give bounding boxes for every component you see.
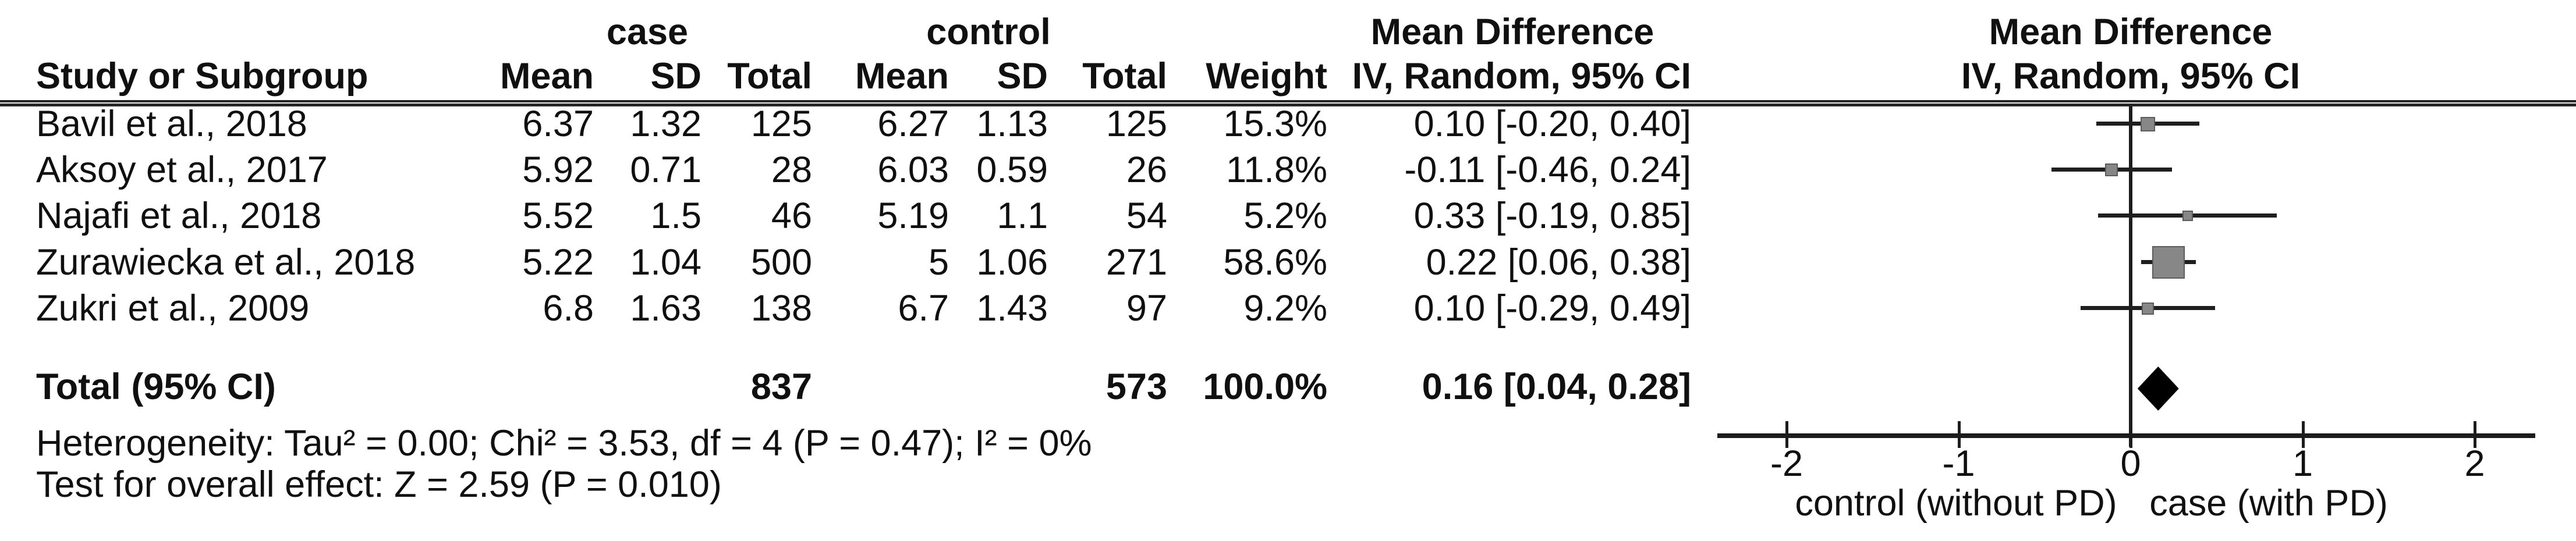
case-total: 138	[750, 288, 812, 329]
case-total: 125	[750, 104, 812, 144]
control-mean: 6.03	[877, 150, 949, 190]
table-effect-header: Mean Difference	[1370, 12, 1654, 52]
axis-tick	[2474, 421, 2476, 448]
study-name: Zurawiecka et al., 2018	[36, 242, 416, 283]
case-total: 28	[771, 150, 812, 190]
control-sd: 1.13	[976, 104, 1048, 144]
axis-tick	[2129, 421, 2132, 448]
axis-tick	[1785, 421, 1788, 448]
total-control-total: 573	[1105, 366, 1167, 407]
weight: 5.2%	[1243, 195, 1327, 236]
control-total: 271	[1105, 242, 1167, 283]
column-header-case-total: Total	[727, 56, 812, 97]
ci-text: 0.33 [-0.19, 0.85]	[1413, 195, 1691, 236]
column-header-control-sd: SD	[997, 56, 1048, 97]
control-total: 54	[1126, 195, 1167, 236]
weight-square-marker	[2141, 116, 2156, 131]
case-total: 46	[771, 195, 812, 236]
study-row: Zukri et al., 2009 6.8 1.63 138 6.7 1.43 97 9.2…	[0, 288, 1691, 329]
column-header-row: Study or Subgroup Mean SD Total Mean SD …	[0, 56, 1691, 97]
axis-tick-label: -1	[1942, 443, 1975, 484]
study-row: Najafi et al., 2018 5.52 1.5 46 5.19 1.1 54 5.2…	[0, 195, 1691, 236]
control-total: 97	[1126, 288, 1167, 329]
axis-tick-label: 1	[2292, 443, 2313, 484]
control-total: 125	[1105, 104, 1167, 144]
column-header-control-mean: Mean	[855, 56, 949, 97]
study-name: Bavil et al., 2018	[36, 104, 307, 144]
ci-text: 0.10 [-0.29, 0.49]	[1413, 288, 1691, 329]
column-header-weight: Weight	[1206, 56, 1327, 97]
case-sd: 1.5	[650, 195, 701, 236]
header-rule	[0, 100, 2576, 106]
control-sd: 1.43	[976, 288, 1048, 329]
weight: 58.6%	[1223, 242, 1327, 283]
x-axis	[1717, 433, 2535, 438]
study-row: Aksoy et al., 2017 5.92 0.71 28 6.03 0.59 26 11…	[0, 150, 1691, 190]
column-header-case-mean: Mean	[499, 56, 594, 97]
case-mean: 6.8	[543, 288, 594, 329]
weight: 15.3%	[1223, 104, 1327, 144]
total-ci-text: 0.16 [0.04, 0.28]	[1422, 366, 1691, 407]
summary-diamond	[2137, 366, 2179, 411]
zero-effect-line	[2129, 106, 2132, 447]
weight-square-marker	[2182, 211, 2193, 221]
case-total: 500	[750, 242, 812, 283]
control-mean: 5	[928, 242, 949, 283]
control-total: 26	[1126, 150, 1167, 190]
case-mean: 5.92	[522, 150, 594, 190]
case-mean: 5.22	[522, 242, 594, 283]
weight-square-marker	[2142, 302, 2155, 315]
column-header-case-sd: SD	[650, 56, 701, 97]
study-row: Zurawiecka et al., 2018 5.22 1.04 500 5 1.06 2…	[0, 242, 1691, 283]
group-header-case: case	[606, 12, 689, 52]
group-header-control: control	[926, 12, 1051, 52]
study-name: Najafi et al., 2018	[36, 195, 322, 236]
weight: 9.2%	[1243, 288, 1327, 329]
column-header-study: Study or Subgroup	[36, 56, 368, 97]
control-mean: 5.19	[877, 195, 949, 236]
axis-tick-label: -2	[1770, 443, 1803, 484]
x-axis-label-left: control (without PD)	[1795, 483, 2117, 524]
axis-tick-label: 0	[2120, 443, 2141, 484]
ci-text: -0.11 [-0.46, 0.24]	[1404, 150, 1691, 190]
study-row: Bavil et al., 2018 6.37 1.32 125 6.27 1.13 125…	[0, 104, 1691, 144]
study-name: Aksoy et al., 2017	[36, 150, 328, 190]
plot-ci-header: IV, Random, 95% CI	[1961, 56, 2301, 97]
axis-tick	[1957, 421, 1961, 448]
axis-tick-label: 2	[2464, 443, 2485, 484]
control-mean: 6.27	[877, 104, 949, 144]
case-sd: 1.63	[630, 288, 701, 329]
footnote-overall-effect: Test for overall effect: Z = 2.59 (P = 0…	[36, 464, 722, 505]
case-sd: 1.04	[630, 242, 701, 283]
total-case-total: 837	[750, 366, 812, 407]
control-mean: 6.7	[898, 288, 949, 329]
total-label: Total (95% CI)	[36, 366, 276, 407]
study-name: Zukri et al., 2009	[36, 288, 310, 329]
weight-square-marker	[2105, 163, 2118, 176]
ci-text: 0.22 [0.06, 0.38]	[1426, 242, 1691, 283]
x-axis-label-right: case (with PD)	[2149, 483, 2388, 524]
weight-square-marker	[2152, 246, 2185, 279]
ci-text: 0.10 [-0.20, 0.40]	[1413, 104, 1691, 144]
case-sd: 0.71	[630, 150, 701, 190]
total-weight: 100.0%	[1203, 366, 1327, 407]
total-row: Total (95% CI) 837 573 100.0% 0.16 [0.04…	[0, 366, 1691, 407]
plot-effect-header: Mean Difference	[1989, 12, 2273, 52]
control-sd: 1.1	[997, 195, 1048, 236]
column-header-control-total: Total	[1082, 56, 1167, 97]
weight: 11.8%	[1226, 150, 1327, 190]
column-header-ci: IV, Random, 95% CI	[1352, 56, 1691, 97]
control-sd: 0.59	[976, 150, 1048, 190]
footnote-heterogeneity: Heterogeneity: Tau² = 0.00; Chi² = 3.53,…	[36, 423, 1092, 464]
control-sd: 1.06	[976, 242, 1048, 283]
case-mean: 6.37	[522, 104, 594, 144]
case-sd: 1.32	[630, 104, 701, 144]
case-mean: 5.52	[522, 195, 594, 236]
axis-tick	[2301, 421, 2305, 448]
